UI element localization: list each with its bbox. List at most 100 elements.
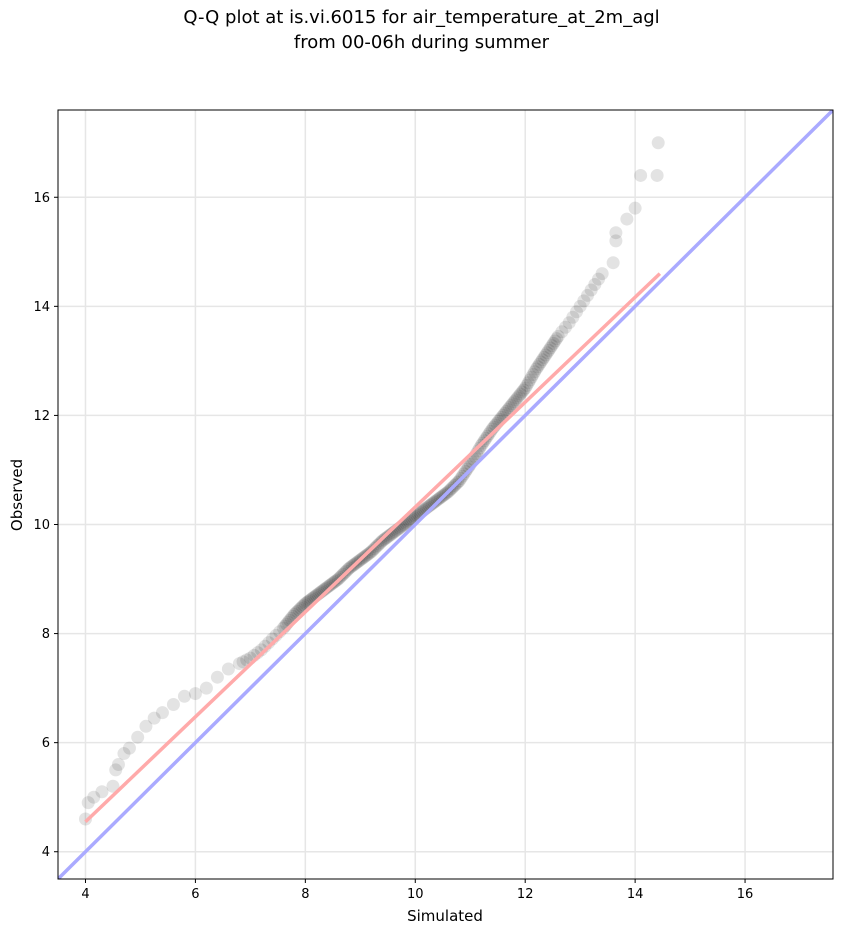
y-tick-label: 4	[42, 845, 50, 860]
qq-point	[546, 336, 560, 350]
qq-point	[210, 670, 224, 684]
qq-point	[620, 212, 634, 226]
qq-point	[540, 346, 554, 360]
y-tick-label: 8	[42, 627, 50, 642]
qq-point	[188, 687, 202, 701]
qq-point	[539, 348, 553, 362]
qq-point	[512, 389, 526, 403]
qq-point	[513, 387, 527, 401]
qq-point	[609, 226, 623, 240]
y-tick-label: 12	[33, 409, 50, 424]
qq-point	[471, 444, 485, 458]
qq-point	[484, 424, 498, 438]
qq-point	[534, 355, 548, 369]
qq-point	[177, 689, 191, 703]
qq-point	[532, 357, 546, 371]
qq-point	[426, 496, 440, 510]
qq-point	[521, 376, 535, 390]
y-tick-label: 14	[33, 300, 50, 315]
qq-point	[106, 779, 120, 793]
qq-point	[588, 278, 602, 292]
qq-point	[236, 655, 250, 669]
qq-point	[367, 542, 381, 556]
qq-point	[591, 272, 605, 286]
qq-point	[517, 383, 531, 397]
qq-point	[155, 706, 169, 720]
qq-point	[221, 662, 235, 676]
qq-point	[122, 741, 136, 755]
qq-point	[551, 329, 565, 343]
y-axis-label: Observed	[8, 459, 26, 531]
qq-point	[369, 540, 383, 554]
chart-subtitle: from 00-06h during summer	[293, 32, 550, 53]
qq-point	[460, 462, 474, 476]
qq-point	[131, 730, 145, 744]
x-tick-label: 16	[737, 887, 754, 902]
qq-point	[595, 267, 609, 281]
qq-point	[502, 401, 516, 415]
qq-point	[520, 378, 534, 392]
x-tick-label: 4	[81, 887, 89, 902]
x-tick-label: 6	[191, 887, 199, 902]
qq-point	[584, 283, 598, 297]
qq-point	[543, 341, 557, 355]
qq-point	[323, 578, 337, 592]
grid	[58, 110, 833, 879]
qq-point	[531, 360, 545, 374]
qq-point	[377, 533, 391, 547]
chart-title: Q-Q plot at is.vi.6015 for air_temperatu…	[183, 7, 660, 28]
qq-point	[562, 316, 576, 330]
y-axis-ticks: 4 6 8 10 12 14 16	[33, 191, 58, 860]
qq-point	[232, 657, 246, 671]
qq-point	[429, 494, 443, 508]
qq-point	[573, 299, 587, 313]
qq-point	[504, 399, 518, 413]
points-layer	[78, 136, 665, 826]
qq-point	[569, 305, 583, 319]
qq-point	[78, 812, 92, 826]
plot-frame	[57, 109, 834, 880]
qq-point	[87, 790, 101, 804]
x-axis-ticks: 4 6 8 10 12 14 16	[81, 879, 753, 902]
qq-point	[523, 373, 537, 387]
qq-point	[199, 681, 213, 695]
qq-point	[606, 256, 620, 270]
qq-point	[482, 427, 496, 441]
qq-point	[580, 288, 594, 302]
x-tick-label: 14	[627, 887, 644, 902]
qq-point	[507, 395, 521, 409]
qq-point	[518, 381, 532, 395]
qq-point	[550, 332, 564, 346]
qq-point	[537, 350, 551, 364]
qq-point	[81, 796, 95, 810]
y-tick-label: 10	[33, 518, 50, 533]
qq-point	[325, 577, 339, 591]
qq-point	[651, 136, 665, 150]
qq-point	[634, 168, 648, 182]
x-axis-label: Simulated	[407, 907, 483, 925]
qq-point	[528, 365, 542, 379]
qq-point	[430, 493, 444, 507]
qq-point	[628, 201, 642, 215]
qq-point	[380, 530, 394, 544]
qq-point	[510, 391, 524, 405]
qq-point	[382, 529, 396, 543]
qq-point	[366, 543, 380, 557]
qq-point	[378, 532, 392, 546]
x-tick-label: 12	[517, 887, 534, 902]
x-tick-label: 8	[301, 887, 309, 902]
qq-point	[524, 370, 538, 384]
y-tick-label: 16	[33, 191, 50, 206]
qq-point	[109, 763, 123, 777]
qq-point	[95, 785, 109, 799]
qq-point	[535, 353, 549, 367]
qq-point	[542, 343, 556, 357]
qq-point	[166, 697, 180, 711]
qq-point	[650, 168, 664, 182]
qq-point	[559, 320, 573, 334]
qq-point	[501, 403, 515, 417]
qq-point	[320, 580, 334, 594]
qq-point	[555, 325, 569, 339]
y-tick-label: 6	[42, 736, 50, 751]
